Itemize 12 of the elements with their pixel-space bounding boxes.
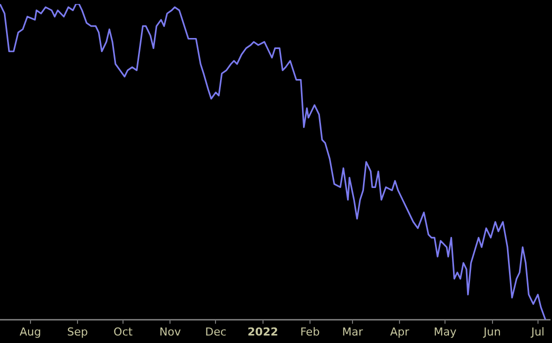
x-tick-label: Apr	[390, 325, 410, 338]
x-tick-label: Jun	[482, 325, 501, 338]
x-tick-label: Nov	[159, 325, 182, 338]
x-tick-label: Oct	[114, 325, 134, 338]
x-tick-label: Sep	[67, 325, 88, 338]
x-tick-label: Aug	[20, 325, 42, 338]
x-tick-label: Mar	[342, 325, 364, 338]
x-tick-label: Dec	[205, 325, 226, 338]
x-tick-label: May	[434, 325, 458, 338]
x-tick-label: 2022	[248, 325, 278, 338]
x-tick-label: Jul	[530, 325, 544, 338]
x-tick-label: Feb	[300, 325, 320, 338]
